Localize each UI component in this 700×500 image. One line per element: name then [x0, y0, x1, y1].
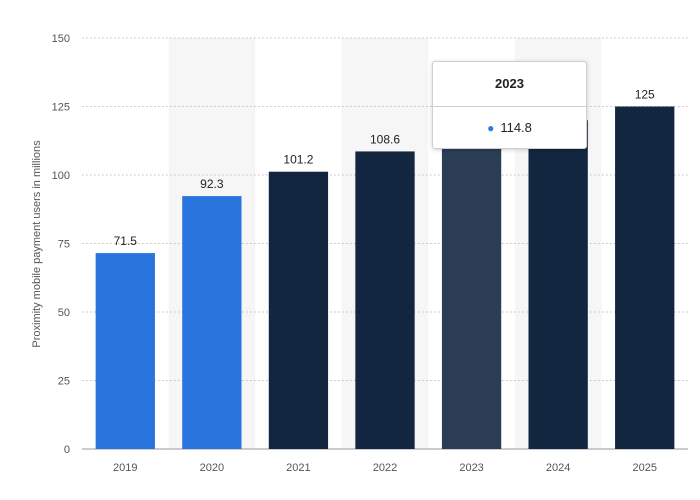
- x-tick-label-2021: 2021: [286, 462, 310, 474]
- bar-2022[interactable]: [355, 151, 415, 449]
- data-labels: 71.5 92.3 101.2 108.6 125: [114, 88, 655, 249]
- y-tick-label-0: 0: [64, 444, 70, 456]
- x-tick-label-2019: 2019: [113, 462, 137, 474]
- bar-2025[interactable]: [615, 106, 675, 450]
- y-axis: 0 25 50 75 100 125 150: [52, 33, 70, 456]
- data-label-2019: 71.5: [114, 234, 138, 248]
- bar-2021[interactable]: [268, 171, 329, 449]
- x-axis: 2019 2020 2021 2022 2023 2024 2025: [113, 462, 657, 474]
- x-tick-label-2022: 2022: [373, 462, 397, 474]
- y-tick-label-125: 125: [52, 102, 70, 114]
- y-tick-label-100: 100: [52, 170, 70, 182]
- tooltip-body: ● 114.8: [433, 107, 586, 149]
- x-tick-label-2025: 2025: [632, 462, 656, 474]
- bars: [95, 106, 675, 450]
- x-tick-label-2023: 2023: [459, 462, 483, 474]
- data-label-2021: 101.2: [283, 153, 313, 167]
- y-tick-label-75: 75: [58, 239, 70, 251]
- data-label-2025: 125: [635, 88, 655, 102]
- data-label-2020: 92.3: [200, 177, 224, 191]
- bar-2023[interactable]: [441, 134, 502, 449]
- data-label-2022: 108.6: [370, 132, 400, 146]
- y-tick-label-50: 50: [58, 307, 70, 319]
- bar-2020[interactable]: [182, 196, 242, 449]
- tooltip-value: 114.8: [500, 120, 532, 135]
- bar-2024[interactable]: [528, 120, 588, 449]
- y-axis-label: Proximity mobile payment users in millio…: [31, 140, 43, 348]
- y-tick-label-25: 25: [58, 376, 70, 388]
- bar-2019[interactable]: [95, 253, 155, 449]
- series-marker-icon: ●: [487, 121, 495, 135]
- tooltip-title: 2023: [433, 62, 586, 107]
- tooltip: 2023 ● 114.8: [432, 61, 587, 149]
- x-tick-label-2020: 2020: [200, 462, 224, 474]
- x-tick-label-2024: 2024: [546, 462, 570, 474]
- y-tick-label-150: 150: [52, 33, 70, 45]
